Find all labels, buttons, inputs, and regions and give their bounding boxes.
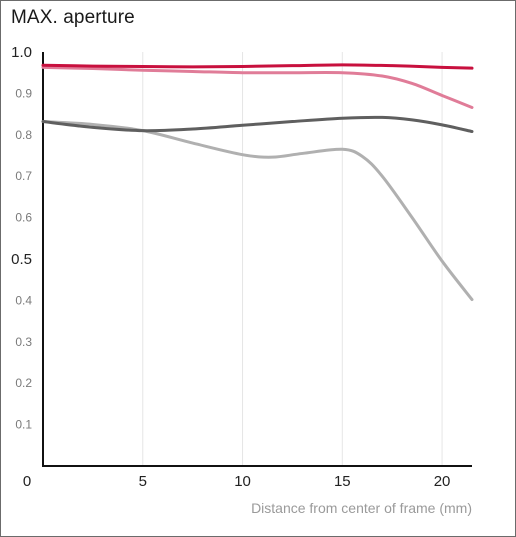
y-tick-label-0.5: 0.5 [11,251,32,268]
y-tick-label-0.6: 0.6 [15,211,32,225]
series-line-2 [41,65,474,109]
y-tick-label-1.0: 1.0 [11,44,32,61]
y-tick-label-0.4: 0.4 [15,293,32,307]
chart-title: MAX. aperture [11,7,135,28]
x-tick-label-0: 0 [23,473,31,490]
y-tick-label-0.2: 0.2 [15,376,32,390]
x-tick-label-20: 20 [434,473,451,490]
series-line-1 [41,63,474,70]
y-tick-label-0.7: 0.7 [15,169,32,183]
y-tick-label-0.1: 0.1 [15,418,32,432]
x-axis-label: Distance from center of frame (mm) [251,500,472,516]
y-tick-label-0.8: 0.8 [15,128,32,142]
series-line-3 [41,115,474,133]
x-tick-label-5: 5 [139,473,147,490]
y-tick-label-0.3: 0.3 [15,335,32,349]
x-tick-label-15: 15 [334,473,351,490]
x-tick-label-10: 10 [234,473,251,490]
series-line-4 [41,120,474,302]
y-tick-label-0.9: 0.9 [15,86,32,100]
